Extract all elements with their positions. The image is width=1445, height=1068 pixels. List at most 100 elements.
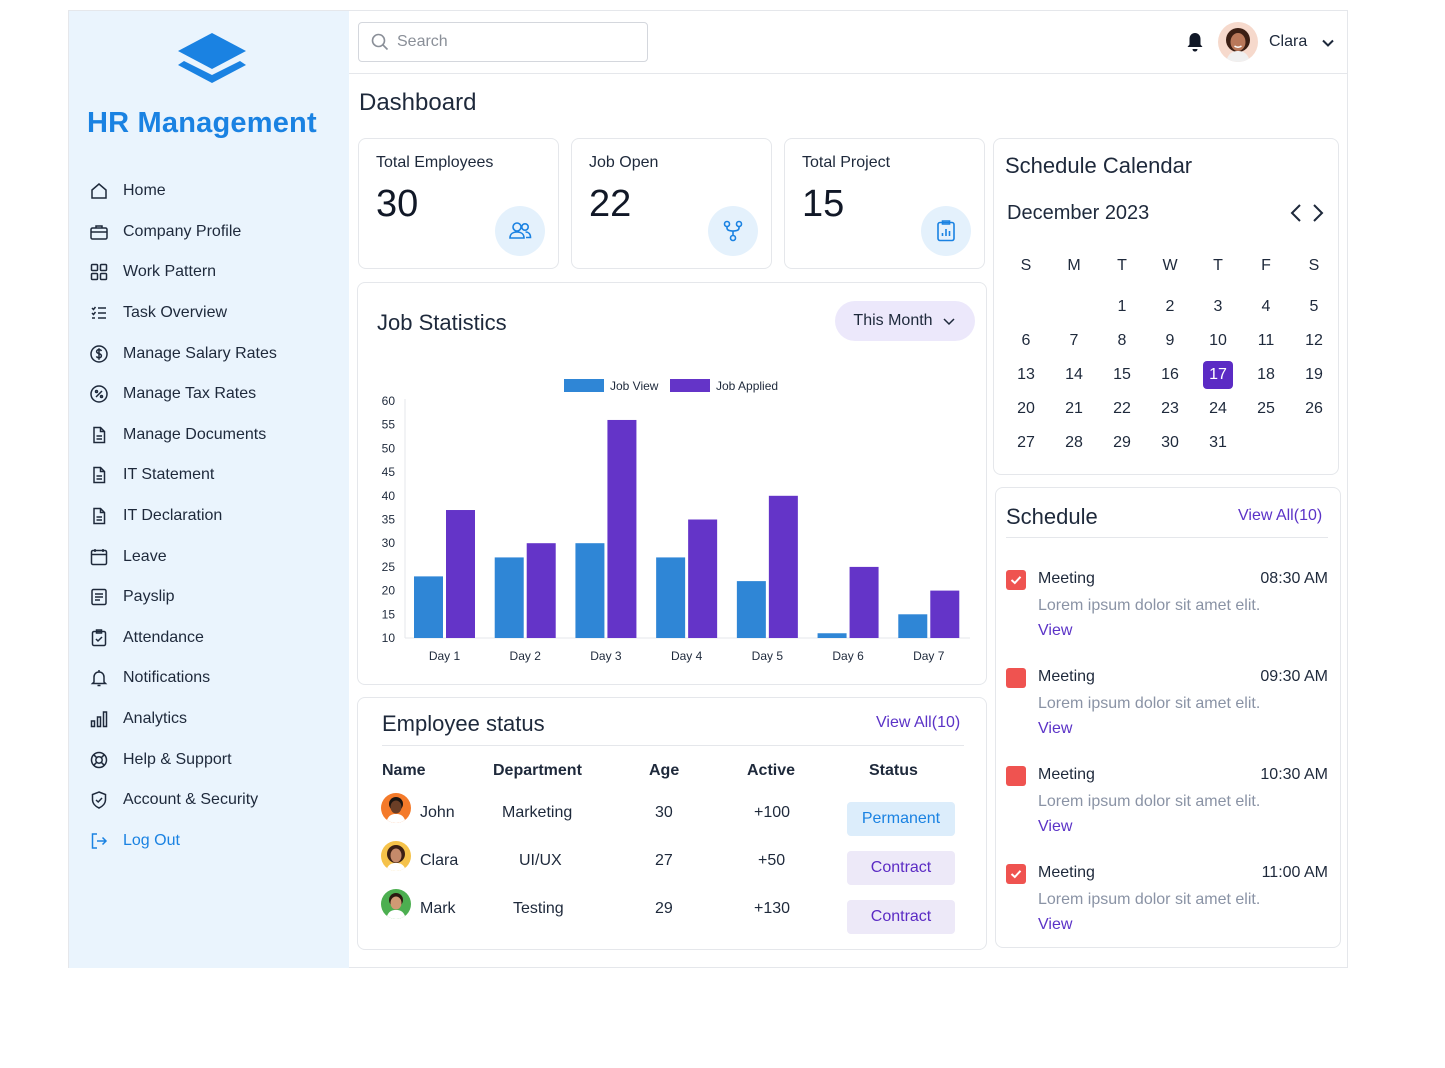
calendar-day-number: 31	[1209, 434, 1227, 451]
calendar-day[interactable]: 10	[1194, 327, 1242, 355]
column-header-active: Active	[747, 762, 796, 779]
job-statistics-title: Job Statistics	[377, 310, 507, 335]
calendar-day[interactable]: 21	[1050, 395, 1098, 423]
calendar-day[interactable]: 20	[1002, 395, 1050, 423]
calendar-day[interactable]: 19	[1290, 361, 1338, 389]
brand-title: HR Management	[87, 107, 317, 139]
schedule-item-view-link[interactable]: View	[1038, 916, 1073, 933]
schedule-item: Meeting 10:30 AM Lorem ipsum dolor sit ame…	[1006, 758, 1328, 838]
schedule-checkbox[interactable]	[1006, 766, 1026, 786]
employee-department: UI/UX	[519, 852, 562, 869]
calendar-day[interactable]: 23	[1146, 395, 1194, 423]
calendar-day[interactable]: 1	[1098, 293, 1146, 321]
month-filter-dropdown[interactable]: This Month	[835, 301, 975, 341]
calendar-day[interactable]: 2	[1146, 293, 1194, 321]
calendar-day[interactable]: 18	[1242, 361, 1290, 389]
calendar-day[interactable]: 31	[1194, 429, 1242, 457]
legend-label: Job View	[610, 379, 659, 393]
calendar-day[interactable]: 14	[1050, 361, 1098, 389]
sidebar-item-account-security[interactable]: Account & Security	[89, 780, 339, 821]
user-name[interactable]: Clara	[1269, 33, 1308, 50]
notification-bell-icon[interactable]	[1185, 31, 1205, 53]
employee-active: +130	[754, 900, 791, 917]
calendar-day[interactable]: 11	[1242, 327, 1290, 355]
calendar-day[interactable]: 26	[1290, 395, 1338, 423]
sidebar-item-payslip[interactable]: Payslip	[89, 577, 339, 618]
calendar-day[interactable]: 16	[1146, 361, 1194, 389]
chevron-down-icon[interactable]	[1321, 36, 1335, 50]
sidebar-item-home[interactable]: Home	[89, 171, 339, 212]
calendar-day-number: 11	[1257, 332, 1275, 349]
sidebar-item-analytics[interactable]: Analytics	[89, 699, 339, 740]
calendar-day-today[interactable]: 17	[1194, 361, 1242, 389]
calendar-day[interactable]: 3	[1194, 293, 1242, 321]
calendar-day[interactable]: 27	[1002, 429, 1050, 457]
x-tick-label: Day 1	[429, 649, 461, 663]
document-icon	[89, 506, 109, 526]
sidebar-item-work-pattern[interactable]: Work Pattern	[89, 252, 339, 293]
search-box[interactable]	[358, 22, 648, 62]
calendar-day[interactable]: 6	[1002, 327, 1050, 355]
calendar-day[interactable]: 13	[1002, 361, 1050, 389]
calendar-day-number: 8	[1117, 332, 1127, 349]
sidebar-nav: Home Company Profile Work Pattern Task O…	[89, 171, 339, 861]
y-tick-label: 35	[382, 513, 396, 527]
calendar-week-row: 27 28 29 30 31	[1002, 426, 1338, 460]
y-tick-label: 10	[382, 631, 396, 645]
calendar-day[interactable]: 28	[1050, 429, 1098, 457]
sidebar-item-manage-documents[interactable]: Manage Documents	[89, 415, 339, 456]
sidebar-item-company-profile[interactable]: Company Profile	[89, 212, 339, 253]
sidebar: HR Management Home Company Profile Work …	[69, 11, 349, 968]
schedule-item-view-link[interactable]: View	[1038, 720, 1073, 737]
search-input[interactable]	[397, 33, 627, 51]
sidebar-item-label: Notifications	[123, 669, 211, 687]
sidebar-item-log-out[interactable]: Log Out	[89, 821, 339, 862]
calendar-day[interactable]: 29	[1098, 429, 1146, 457]
calendar-day[interactable]: 9	[1146, 327, 1194, 355]
sidebar-item-it-statement[interactable]: IT Statement	[89, 455, 339, 496]
schedule-item-view-link[interactable]: View	[1038, 818, 1073, 835]
sidebar-item-manage-tax-rates[interactable]: Manage Tax Rates	[89, 374, 339, 415]
bar-job-view	[656, 557, 686, 638]
calendar-day[interactable]: 8	[1098, 327, 1146, 355]
user-avatar[interactable]	[1218, 22, 1258, 62]
job-statistics-card: Job Statistics This Month 10 15 20 25 30 35 40…	[357, 282, 987, 685]
x-tick-label: Day 7	[913, 649, 945, 663]
calendar-day[interactable]: 25	[1242, 395, 1290, 423]
bar-job-applied	[607, 419, 637, 638]
sidebar-item-label: IT Statement	[123, 466, 215, 484]
sidebar-item-it-declaration[interactable]: IT Declaration	[89, 496, 339, 537]
calendar-day[interactable]: 5	[1290, 293, 1338, 321]
sidebar-item-help-support[interactable]: Help & Support	[89, 739, 339, 780]
calendar-day[interactable]: 4	[1242, 293, 1290, 321]
stat-value: 30	[376, 183, 419, 225]
calendar-day[interactable]: 30	[1146, 429, 1194, 457]
sidebar-item-task-overview[interactable]: Task Overview	[89, 293, 339, 334]
chevron-right-icon[interactable]	[1308, 201, 1328, 225]
schedule-checkbox[interactable]	[1006, 668, 1026, 688]
document-icon	[89, 425, 109, 445]
employee-view-all-link[interactable]: View All(10)	[876, 714, 961, 731]
bar-job-view	[414, 576, 443, 638]
schedule-view-all-link[interactable]: View All(10)	[1238, 507, 1323, 524]
calendar-day[interactable]: 22	[1098, 395, 1146, 423]
bar-job-view	[494, 557, 524, 638]
calendar-day[interactable]: 7	[1050, 327, 1098, 355]
sidebar-item-notifications[interactable]: Notifications	[89, 658, 339, 699]
calendar-day[interactable]: 12	[1290, 327, 1338, 355]
sidebar-item-attendance[interactable]: Attendance	[89, 618, 339, 659]
schedule-item-description: Lorem ipsum dolor sit amet elit.	[1038, 695, 1261, 712]
schedule-checkbox[interactable]	[1006, 570, 1026, 590]
sidebar-item-manage-salary-rates[interactable]: Manage Salary Rates	[89, 333, 339, 374]
employee-active: +50	[758, 852, 786, 869]
sidebar-item-label: Manage Documents	[123, 425, 267, 443]
sidebar-item-leave[interactable]: Leave	[89, 536, 339, 577]
calendar-day[interactable]: 15	[1098, 361, 1146, 389]
schedule-item-view-link[interactable]: View	[1038, 622, 1073, 639]
schedule-checkbox[interactable]	[1006, 864, 1026, 884]
calendar-day-number: 29	[1113, 434, 1131, 451]
calendar-day[interactable]: 24	[1194, 395, 1242, 423]
schedule-item-title: Meeting	[1038, 570, 1095, 587]
employee-avatar	[381, 841, 411, 871]
chevron-left-icon[interactable]	[1286, 201, 1306, 225]
